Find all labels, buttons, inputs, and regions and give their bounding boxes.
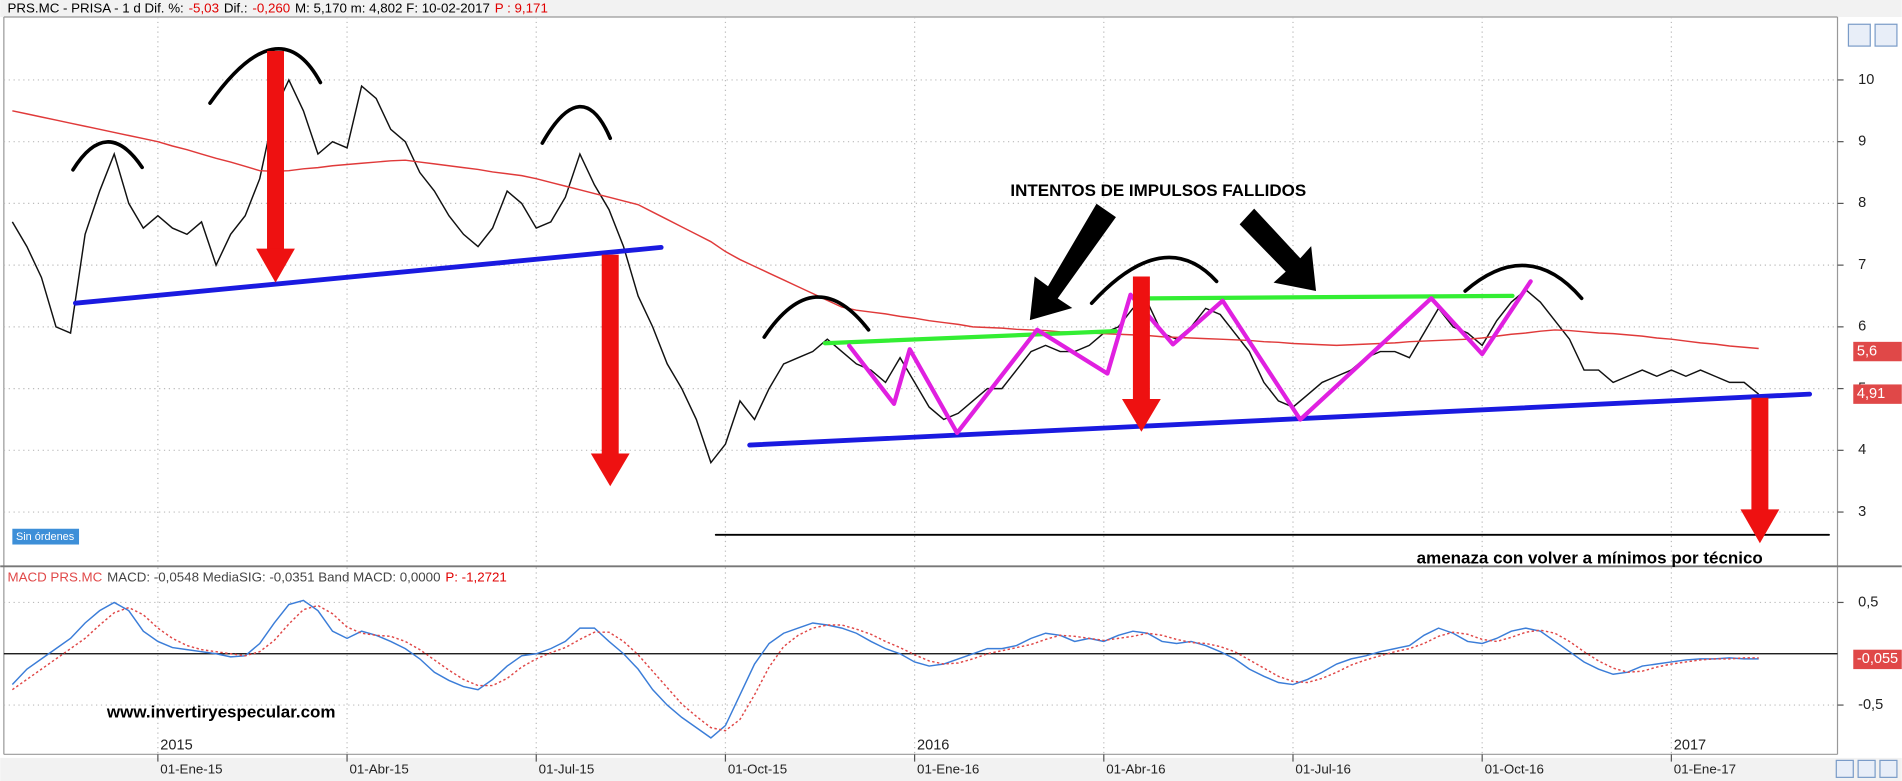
annotation: INTENTOS DE IMPULSOS FALLIDOS xyxy=(1010,181,1306,200)
header-item: P: -1,2721 xyxy=(445,569,507,584)
y-tick-label: 7 xyxy=(1858,257,1866,273)
peak-arc xyxy=(540,104,613,145)
value-tag xyxy=(1853,384,1902,404)
annotation: amenaza con volver a mínimos por técnico xyxy=(1417,549,1763,568)
x-tick-label: 01-Abr-16 xyxy=(1106,762,1165,777)
x-tick-label: 01-Ene-15 xyxy=(160,762,222,777)
y-tick-label: 8 xyxy=(1858,195,1866,211)
x-tick-label: 01-Jul-16 xyxy=(1295,762,1351,777)
black-arrow xyxy=(1029,203,1116,321)
trend-line xyxy=(72,244,664,306)
red-arrow xyxy=(1740,509,1780,544)
panel-header: MACD PRS.MC MACD: -0,0548 MediaSIG: -0,03… xyxy=(7,569,506,584)
header-item: -5,03 xyxy=(189,0,219,15)
overlay xyxy=(71,47,1830,536)
black-arrow xyxy=(1239,208,1317,292)
website: www.invertiryespecular.com xyxy=(106,703,336,722)
x-tick-label: 01-Oct-16 xyxy=(1485,762,1544,777)
series-line xyxy=(11,604,1759,732)
header-item: MACD PRS.MC xyxy=(7,569,102,584)
red-arrow xyxy=(590,453,630,487)
y-tick-label: 0,5 xyxy=(1858,594,1878,610)
peak-arc xyxy=(71,140,144,172)
red-arrow xyxy=(1751,397,1769,512)
toolbar-button[interactable] xyxy=(1874,23,1898,47)
arrows xyxy=(256,50,1780,544)
x-tick-label: 01-Jul-15 xyxy=(539,762,595,777)
red-arrow xyxy=(256,248,295,283)
date-axis-bar xyxy=(0,757,1902,781)
value-tag-label: -0,055 xyxy=(1857,651,1898,667)
series-line xyxy=(11,599,1759,739)
peak-arc xyxy=(208,47,323,105)
y-tick-label: 3 xyxy=(1858,504,1866,520)
panel-header: PRS.MC - PRISA - 1 d Dif. %: -5,03 Dif.: -0… xyxy=(7,0,547,15)
resistance-line xyxy=(822,328,1119,346)
status-badge xyxy=(12,528,80,545)
x-tick-label: 01-Abr-15 xyxy=(349,762,408,777)
year-label: 2017 xyxy=(1674,738,1706,754)
resistance-line xyxy=(1147,293,1515,301)
peak-arc xyxy=(1089,255,1219,306)
x-tick-label: 01-Ene-17 xyxy=(1674,762,1736,777)
red-arrow xyxy=(601,254,619,456)
scroll-button[interactable] xyxy=(1879,759,1898,778)
x-tick-label: 01-Ene-16 xyxy=(917,762,979,777)
y-tick-label: 10 xyxy=(1858,72,1874,88)
zigzag xyxy=(847,279,1533,436)
year-label: 2016 xyxy=(917,738,949,754)
y-tick-label: 4 xyxy=(1858,442,1866,458)
header-bar xyxy=(0,0,1902,17)
header-item: M: 5,170 m: 4,802 F: 10-02-2017 xyxy=(295,0,490,15)
y-tick-label: -0,5 xyxy=(1858,697,1883,713)
value-tag-label: 5,6 xyxy=(1857,343,1877,359)
trend-line xyxy=(747,391,1813,448)
scroll-button[interactable] xyxy=(1857,759,1876,778)
value-tag xyxy=(1853,649,1902,670)
header-item: -0,260 xyxy=(252,0,290,15)
status-text: Sin órdenes xyxy=(16,531,75,543)
year-label: 2015 xyxy=(160,738,192,754)
red-arrow xyxy=(1132,276,1150,402)
value-tag-label: 4,91 xyxy=(1857,386,1885,402)
series-line xyxy=(11,78,1760,465)
toolbar-button[interactable] xyxy=(1847,23,1871,47)
red-arrow xyxy=(267,50,284,252)
toolbar xyxy=(1835,23,1898,778)
header-item: P : 9,171 xyxy=(495,0,548,15)
header-item: MACD: -0,0548 MediaSIG: -0,0351 Band MAC… xyxy=(107,569,440,584)
value-tag xyxy=(1853,341,1902,362)
peak-arc xyxy=(1463,263,1584,301)
x-tick-label: 01-Oct-15 xyxy=(728,762,787,777)
peak-arc xyxy=(762,295,871,339)
red-arrow xyxy=(1121,398,1161,432)
scroll-button[interactable] xyxy=(1835,759,1854,778)
header-item: Dif.: xyxy=(224,0,248,15)
y-tick-label: 6 xyxy=(1858,319,1866,335)
y-tick-label: 9 xyxy=(1858,134,1866,150)
header-item: PRS.MC - PRISA - 1 d Dif. %: xyxy=(7,0,183,15)
